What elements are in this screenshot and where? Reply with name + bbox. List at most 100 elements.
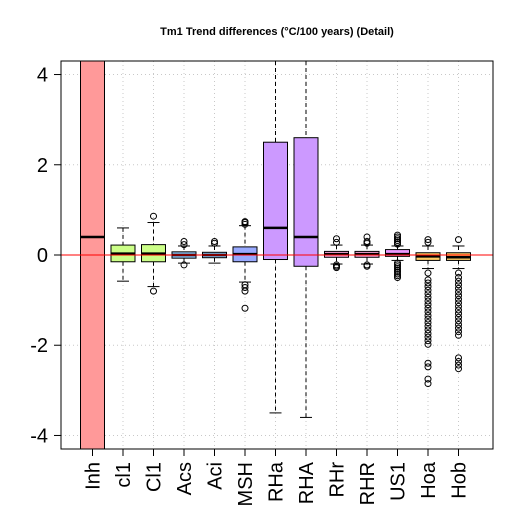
outlier-point xyxy=(455,292,462,300)
outlier-point xyxy=(424,286,432,294)
outlier-point xyxy=(424,380,432,388)
outlier-point xyxy=(424,301,432,309)
outlier-point xyxy=(424,326,432,334)
outlier-point xyxy=(363,237,371,245)
outlier-point xyxy=(394,231,401,239)
x-tick-label: Inh xyxy=(83,462,105,490)
outlier-point xyxy=(424,238,432,246)
outlier-point xyxy=(424,304,432,312)
outlier-point xyxy=(333,264,340,272)
y-tick-label: -2 xyxy=(30,335,48,357)
outlier-point xyxy=(455,365,462,373)
outlier-point xyxy=(455,274,462,282)
box-rhr xyxy=(354,233,380,270)
x-tick-label: Aci xyxy=(205,462,227,490)
outlier-point xyxy=(424,276,432,284)
outlier-point xyxy=(424,359,432,367)
outlier-point xyxy=(424,337,432,345)
box-hob xyxy=(446,236,471,373)
outlier-point xyxy=(363,233,371,241)
box-hoa xyxy=(415,236,441,388)
outlier-point xyxy=(394,240,401,248)
chart-title: Tm1 Trend differences (°C/100 years) (De… xyxy=(160,26,394,38)
outlier-point xyxy=(455,299,462,307)
y-tick-label: 2 xyxy=(37,155,48,177)
outlier-point xyxy=(455,354,462,362)
x-tick-label: US1 xyxy=(388,462,410,501)
x-tick-label: Cl1 xyxy=(144,462,166,492)
outlier-point xyxy=(333,235,340,243)
outlier-point xyxy=(424,269,432,277)
outlier-point xyxy=(211,237,218,245)
outlier-point xyxy=(424,279,432,287)
y-tick-label: -4 xyxy=(30,425,48,447)
box-acs xyxy=(171,237,197,269)
x-tick-label: cl1 xyxy=(113,462,135,488)
box-body xyxy=(263,141,288,261)
x-tick-label: RHR xyxy=(357,462,379,505)
x-tick-label: Acs xyxy=(174,462,196,495)
box-cl1 xyxy=(110,227,136,282)
outlier-point xyxy=(180,237,188,245)
outlier-point xyxy=(363,262,371,270)
outlier-point xyxy=(241,287,249,295)
outlier-point xyxy=(394,238,401,246)
outlier-point xyxy=(455,284,462,292)
outlier-point xyxy=(455,357,462,365)
outlier-point xyxy=(455,328,462,336)
x-tick-label: RHa xyxy=(266,461,288,502)
outlier-point xyxy=(455,288,462,296)
outlier-point xyxy=(455,331,462,339)
x-tick-label: RHr xyxy=(327,462,349,498)
x-tick-label: MSH xyxy=(235,462,257,506)
outlier-point xyxy=(241,220,249,228)
outlier-point xyxy=(455,317,462,325)
box-rhr xyxy=(324,235,349,272)
outlier-point xyxy=(455,281,462,289)
outlier-point xyxy=(394,265,401,273)
outlier-point xyxy=(424,297,432,305)
outlier-point xyxy=(424,322,432,330)
outlier-point xyxy=(424,315,432,323)
outlier-point xyxy=(455,313,462,321)
outlier-point xyxy=(211,239,218,247)
y-tick-label: 0 xyxy=(37,245,48,267)
box-cl1 xyxy=(141,212,166,295)
y-tick-label: 4 xyxy=(37,65,48,87)
plot-frame xyxy=(60,60,494,450)
outlier-point xyxy=(424,340,432,348)
outlier-point xyxy=(180,241,188,249)
outlier-point xyxy=(394,272,401,280)
outlier-point xyxy=(424,319,432,327)
box-aci xyxy=(202,237,227,264)
outlier-point xyxy=(455,236,462,244)
outlier-point xyxy=(394,237,401,245)
outlier-point xyxy=(455,310,462,318)
box-msh xyxy=(232,218,258,312)
box-rha xyxy=(293,61,319,418)
outlier-point xyxy=(424,363,432,371)
x-tick-label: RHA xyxy=(296,461,318,504)
outlier-point xyxy=(394,263,401,271)
outlier-point xyxy=(394,235,401,243)
outlier-point xyxy=(394,274,401,282)
outlier-point xyxy=(394,270,401,278)
outlier-point xyxy=(394,233,401,241)
x-tick-label: Hob xyxy=(449,462,471,499)
outlier-point xyxy=(424,375,432,383)
outlier-point xyxy=(424,333,432,341)
outlier-point xyxy=(394,268,401,276)
outlier-point xyxy=(333,238,340,246)
outlier-point xyxy=(180,261,188,269)
outlier-point xyxy=(424,330,432,338)
outlier-point xyxy=(455,320,462,328)
outlier-point xyxy=(424,293,432,301)
outlier-point xyxy=(394,259,401,267)
outlier-point xyxy=(394,266,401,274)
outlier-point xyxy=(241,283,249,291)
outlier-point xyxy=(424,308,432,316)
outlier-point xyxy=(455,269,462,277)
axis-layer: -4 -2 0 2 4 Inh cl1 Cl1 Acs Aci MSH RHa RHA RHr RHR US1… xyxy=(30,65,470,507)
outlier-point xyxy=(455,302,462,310)
